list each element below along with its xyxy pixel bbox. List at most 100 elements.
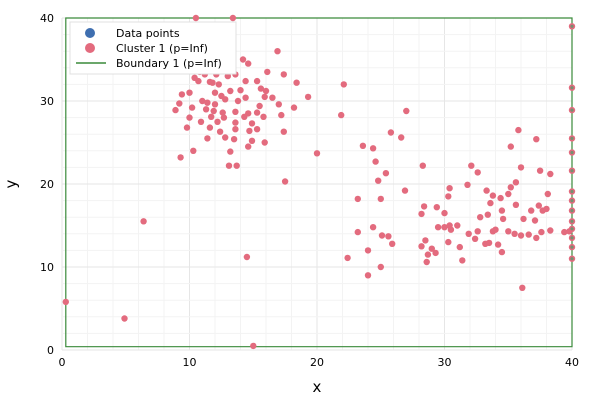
data-point — [364, 247, 372, 254]
data-point — [248, 120, 256, 127]
data-point — [485, 239, 493, 247]
data-point — [418, 243, 425, 250]
legend: Data points Cluster 1 (p=Inf) Boundary 1 (… — [69, 21, 237, 75]
boundary-point-core — [570, 189, 574, 194]
data-point — [517, 164, 525, 171]
data-point — [446, 185, 453, 192]
data-point — [176, 100, 183, 107]
x-tick-label: 30 — [438, 356, 452, 369]
data-point — [208, 113, 215, 121]
data-point — [428, 245, 435, 252]
data-point — [188, 104, 196, 111]
data-point — [494, 241, 502, 248]
data-point — [222, 134, 229, 141]
x-tick-label: 40 — [565, 356, 579, 369]
data-point — [261, 93, 268, 101]
data-point — [525, 231, 532, 238]
data-point — [389, 240, 396, 247]
data-point — [274, 48, 281, 55]
legend-label: Data points — [116, 27, 180, 40]
data-point — [474, 169, 481, 176]
data-point — [280, 71, 287, 78]
data-point — [344, 254, 351, 262]
data-point — [398, 134, 405, 141]
data-point — [536, 167, 544, 174]
data-point — [497, 194, 504, 202]
boundary-point-core — [570, 257, 574, 261]
data-point — [385, 233, 392, 240]
data-point — [190, 147, 197, 154]
boundary-point-core — [570, 136, 574, 140]
data-point — [474, 228, 481, 235]
data-point — [535, 202, 542, 209]
data-point — [227, 87, 234, 95]
data-point — [487, 199, 494, 207]
data-point — [232, 108, 239, 116]
data-point — [420, 203, 428, 210]
data-point — [211, 101, 219, 108]
data-point — [340, 81, 347, 88]
data-point — [519, 284, 526, 291]
data-point — [432, 249, 439, 257]
data-point — [543, 205, 550, 213]
data-point — [471, 235, 479, 242]
data-point — [219, 109, 226, 116]
boundary-point-core — [570, 150, 574, 155]
legend-marker — [85, 28, 95, 38]
data-point — [338, 111, 345, 119]
data-point — [459, 257, 466, 264]
data-point — [293, 79, 300, 86]
data-point — [257, 85, 265, 92]
boundary-point-core — [570, 199, 574, 203]
data-point — [507, 184, 514, 191]
data-point — [547, 227, 554, 234]
data-point — [377, 195, 384, 203]
boundary-point-core — [570, 227, 574, 231]
y-axis-label: y — [2, 179, 20, 188]
legend-box — [69, 21, 237, 75]
data-point — [369, 145, 377, 152]
data-point — [253, 77, 261, 85]
data-point — [246, 127, 253, 135]
data-point — [369, 224, 377, 231]
data-point — [512, 179, 520, 186]
y-tick-label: 30 — [40, 95, 54, 108]
data-point — [290, 104, 298, 111]
data-point — [538, 228, 545, 236]
boundary-point-core — [570, 169, 574, 173]
y-tick-label: 10 — [40, 261, 54, 274]
data-point — [505, 228, 512, 235]
data-point — [464, 181, 471, 188]
data-point — [424, 251, 432, 258]
data-point — [446, 222, 453, 229]
data-point — [372, 158, 379, 165]
data-point — [225, 162, 233, 169]
data-point — [261, 139, 268, 146]
data-point — [433, 204, 440, 211]
data-point — [253, 126, 261, 133]
data-point — [178, 91, 186, 98]
data-point — [245, 143, 252, 150]
data-point — [477, 214, 484, 221]
data-point — [445, 238, 452, 246]
axes: 0 10 20 30 40 0 10 20 30 40 — [40, 12, 579, 369]
data-point — [483, 187, 490, 194]
data-point — [441, 209, 448, 217]
data-point — [498, 248, 506, 256]
data-point — [214, 118, 221, 126]
boundary-point-core — [570, 86, 574, 90]
legend-marker — [85, 43, 95, 53]
data-point — [248, 137, 256, 144]
data-point — [222, 96, 229, 103]
data-point — [186, 89, 193, 96]
data-point — [517, 232, 525, 239]
data-point — [197, 118, 205, 126]
data-point — [192, 14, 200, 22]
x-tick-label: 20 — [310, 356, 324, 369]
boundary-point-core — [570, 219, 574, 223]
data-point — [245, 60, 252, 67]
data-point — [281, 178, 289, 185]
data-point — [204, 135, 211, 142]
data-point — [403, 107, 410, 115]
data-point — [498, 207, 506, 214]
